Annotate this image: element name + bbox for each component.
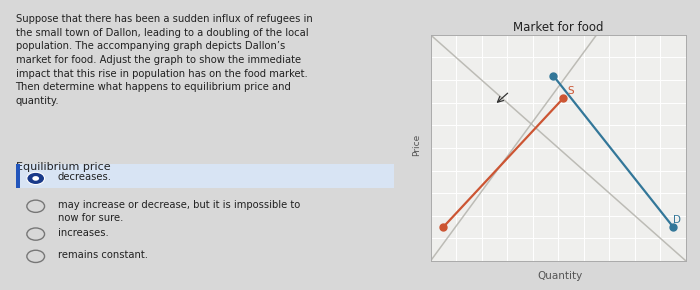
Text: Suppose that there has been a sudden influx of refugees in
the small town of Dal: Suppose that there has been a sudden inf… (15, 14, 312, 106)
Title: Market for food: Market for food (513, 21, 603, 34)
Text: S: S (567, 86, 574, 96)
Text: may increase or decrease, but it is impossible to
now for sure.: may increase or decrease, but it is impo… (58, 200, 300, 223)
Circle shape (32, 176, 39, 181)
Text: remains constant.: remains constant. (58, 250, 148, 260)
FancyBboxPatch shape (15, 164, 394, 188)
Text: decreases.: decreases. (58, 172, 112, 182)
Bar (15, 164, 20, 188)
Text: increases.: increases. (58, 228, 108, 238)
Text: Price: Price (412, 134, 421, 156)
Text: Equilibrium price: Equilibrium price (15, 162, 110, 172)
Text: Quantity: Quantity (538, 271, 582, 281)
Circle shape (27, 172, 45, 184)
Text: D: D (673, 215, 681, 225)
